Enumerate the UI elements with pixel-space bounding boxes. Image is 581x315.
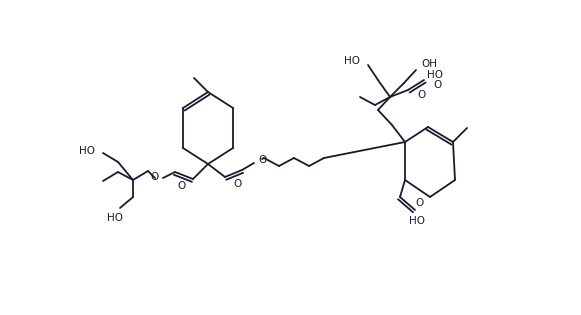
Text: O: O [178,181,186,191]
Text: HO: HO [344,56,360,66]
Text: HO: HO [427,70,443,80]
Text: HO: HO [409,216,425,226]
Text: O: O [234,179,242,189]
Text: O: O [415,198,423,208]
Text: OH: OH [421,59,437,69]
Text: O: O [150,172,159,182]
Text: O: O [417,90,425,100]
Text: O: O [433,80,441,90]
Text: O: O [258,155,266,165]
Text: HO: HO [79,146,95,156]
Text: HO: HO [107,213,123,223]
